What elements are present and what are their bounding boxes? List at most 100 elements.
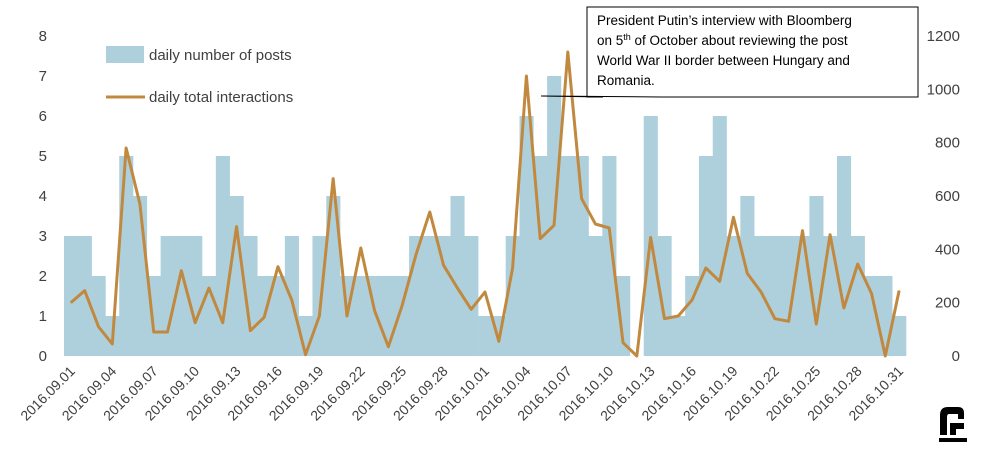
bar-2016.10.17	[698, 156, 714, 356]
y-tick-right-600: 600	[935, 188, 960, 205]
line-point-2016.09.20	[332, 178, 334, 180]
line-point-2016.10.12	[636, 355, 638, 357]
line-point-2016.09.10	[194, 322, 196, 324]
callout-box	[540, 6, 919, 98]
bar-2016.09.02	[77, 236, 92, 356]
bar-2016.09.28	[436, 236, 451, 356]
line-point-2016.10.09	[594, 223, 597, 225]
legend: daily number of posts daily total intera…	[106, 46, 293, 106]
bar-2016.10.25	[809, 196, 824, 356]
bar-2016.10.15	[671, 316, 686, 356]
line-point-2016.09.24	[387, 346, 389, 348]
line-point-2016.09.11	[208, 287, 210, 289]
bar-2016.09.22	[353, 276, 368, 356]
line-point-2016.10.17	[705, 267, 707, 269]
line-point-2016.10.25	[815, 323, 817, 325]
line-point-2016.09.23	[373, 310, 376, 312]
bar-2016.10.23	[781, 236, 796, 356]
bar-2016.10.01	[478, 316, 493, 356]
bar-2016.10.07	[560, 156, 576, 356]
line-point-2016.09.21	[346, 315, 348, 317]
y-tick-right-800: 800	[935, 135, 960, 152]
bar-2016.10.04	[519, 116, 534, 356]
line-point-2016.09.27	[429, 211, 431, 213]
line-point-2016.09.08	[166, 331, 169, 333]
bar-2016.09.29	[450, 196, 465, 356]
line-point-2016.10.03	[512, 267, 514, 269]
x-axis: 2016.09.012016.09.042016.09.072016.09.10…	[17, 363, 906, 424]
line-point-2016.09.28	[442, 264, 445, 266]
line-point-2016.09.26	[415, 254, 417, 256]
callout-line-3: World War II border between Hungary and	[597, 53, 850, 68]
line-point-2016.10.23	[788, 320, 790, 322]
line-point-2016.10.22	[774, 318, 776, 320]
right-axis: 0 200 400 600 800 1000 1200	[927, 28, 960, 365]
legend-bars-label: daily number of posts	[149, 47, 292, 64]
publisher-logo-icon	[939, 407, 967, 442]
line-point-2016.09.13	[235, 226, 238, 228]
line-point-2016.10.10	[608, 227, 610, 229]
line-point-2016.09.04	[111, 343, 113, 345]
bar-2016.09.27	[422, 236, 437, 356]
line-point-2016.09.05	[125, 147, 127, 149]
line-point-2016.09.06	[139, 203, 141, 205]
y-tick-right-200: 200	[935, 295, 960, 312]
y-tick-left-0: 0	[39, 348, 47, 365]
line-point-2016.10.30	[884, 355, 886, 357]
bar-2016.09.09	[174, 236, 189, 356]
line-point-2016.09.18	[304, 354, 307, 356]
left-axis: 0 1 2 3 4 5 6 7 8	[39, 28, 47, 365]
line-point-2016.10.16	[691, 299, 693, 301]
line-point-2016.10.20	[746, 272, 748, 274]
bar-2016.09.06	[133, 196, 148, 356]
line-layer	[69, 50, 901, 358]
line-point-2016.10.18	[719, 280, 721, 282]
line-point-2016.09.30	[470, 308, 472, 310]
line-point-2016.10.14	[663, 318, 666, 320]
line-point-2016.10.31	[898, 290, 900, 292]
bar-2016.09.13	[229, 196, 244, 356]
y-tick-left-1: 1	[39, 308, 47, 325]
legend-line-label: daily total interactions	[149, 89, 293, 106]
y-tick-left-6: 6	[39, 108, 47, 125]
bar-2016.09.20	[326, 196, 341, 356]
y-tick-left-2: 2	[39, 268, 47, 285]
bar-2016.10.03	[505, 236, 520, 356]
line-point-2016.09.12	[222, 322, 224, 324]
bar-2016.10.30	[878, 276, 893, 356]
bar-2016.10.31	[892, 316, 907, 356]
line-point-2016.09.15	[263, 316, 265, 318]
bar-2016.09.10	[188, 236, 203, 356]
line-point-2016.09.19	[318, 315, 320, 317]
callout-line-2: on 5th of October about reviewing the po…	[597, 32, 848, 48]
bar-2016.09.01	[64, 236, 79, 356]
bar-2016.09.17	[284, 236, 299, 356]
y-tick-right-0: 0	[952, 348, 960, 365]
bar-2016.10.16	[685, 276, 700, 356]
line-point-2016.09.07	[153, 331, 155, 333]
bar-2016.09.16	[271, 276, 286, 356]
bar-2016.10.28	[850, 236, 865, 356]
bar-2016.09.05	[119, 156, 134, 356]
bar-2016.09.08	[160, 236, 175, 356]
bar-2016.10.18	[712, 116, 727, 356]
bar-2016.10.27	[836, 156, 852, 356]
line-point-2016.09.14	[249, 330, 251, 332]
callout-line-4: Romania.	[597, 73, 655, 88]
line-point-2016.10.24	[801, 230, 804, 232]
line-point-2016.09.25	[401, 304, 403, 306]
line-point-2016.10.06	[553, 224, 555, 226]
y-tick-right-1200: 1200	[927, 28, 960, 45]
line-point-2016.10.05	[539, 238, 541, 240]
bar-2016.10.11	[616, 276, 631, 356]
line-point-2016.10.13	[650, 236, 652, 238]
line-point-2016.10.11	[622, 342, 624, 344]
line-point-2016.09.16	[277, 266, 279, 268]
y-tick-left-8: 8	[39, 28, 47, 45]
bar-2016.09.30	[464, 236, 479, 356]
y-tick-right-1000: 1000	[927, 81, 960, 98]
line-point-2016.10.26	[829, 234, 831, 236]
y-tick-right-400: 400	[935, 241, 960, 258]
